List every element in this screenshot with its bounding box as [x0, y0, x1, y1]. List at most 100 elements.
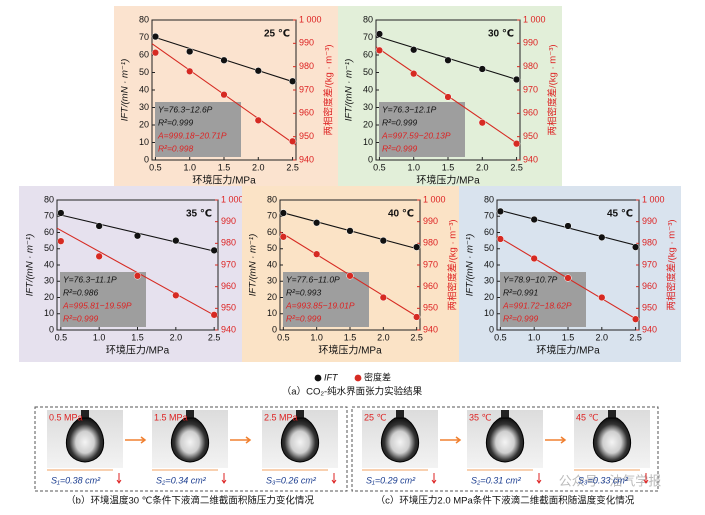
- x-tick-label: 1.0: [407, 162, 420, 172]
- y-tick-label: 80: [267, 194, 277, 204]
- y-tick-label: 50: [267, 243, 277, 253]
- data-point: [186, 67, 194, 75]
- x-tick-label: 1.0: [93, 332, 106, 342]
- x-tick-label: 2.5: [629, 332, 642, 342]
- x-tick-label: 2.5: [208, 332, 221, 342]
- y-tick-label: 80: [363, 14, 373, 24]
- arrow: [545, 436, 567, 444]
- y-tick-label: 40: [484, 259, 494, 269]
- y-tick-label: 20: [44, 292, 54, 302]
- caption-a: （a）CO₂-纯水界面张力实验结果: [282, 386, 423, 398]
- equation: A=999.18−20.71P: [157, 130, 227, 140]
- needle: [296, 410, 304, 418]
- y2-tick-label: 950: [423, 303, 438, 313]
- legend-label: 密度差: [364, 371, 391, 382]
- x-tick-label: 1.0: [183, 162, 196, 172]
- x-tick-label: 0.5: [373, 162, 386, 172]
- x-tick-label: 0.5: [149, 162, 162, 172]
- down-arrow: [643, 473, 649, 484]
- y-tick-label: 70: [484, 211, 494, 221]
- arrow: [440, 436, 462, 444]
- droplet: [486, 417, 524, 463]
- y2-axis-label: 两相密度差/(kg · m⁻³): [447, 219, 459, 310]
- x-tick-label: 2.0: [596, 332, 609, 342]
- data-point: [496, 235, 505, 243]
- y-axis-label: IFT/(mN · m⁻¹): [344, 59, 355, 122]
- data-point: [95, 222, 103, 230]
- y-tick-label: 20: [484, 292, 494, 302]
- y-tick-label: 0: [272, 324, 277, 334]
- y2-tick-label: 970: [221, 259, 236, 269]
- equation: R²=0.986: [63, 287, 98, 297]
- down-arrow: [536, 473, 542, 484]
- legend-marker: [354, 374, 362, 382]
- needle: [81, 410, 89, 418]
- data-point: [220, 91, 228, 99]
- equation-box: [379, 102, 465, 157]
- data-point: [279, 233, 287, 241]
- needle: [501, 410, 509, 418]
- x-tick-label: 1.5: [344, 332, 357, 342]
- data-point: [210, 311, 218, 319]
- condition-label: 1.5 MPa: [154, 412, 188, 422]
- data-point: [631, 243, 640, 251]
- y-tick-label: 0: [368, 154, 373, 164]
- needle: [186, 410, 194, 418]
- y-tick-label: 0: [144, 154, 149, 164]
- area-label: S₁=0.29 cm²: [366, 475, 416, 485]
- equation: R²=0.991: [503, 287, 538, 297]
- x-tick-label: 1.0: [528, 332, 541, 342]
- y2-tick-label: 970: [642, 259, 657, 269]
- data-point: [133, 272, 142, 280]
- y-tick-label: 10: [44, 308, 54, 318]
- x-tick-label: 1.0: [310, 332, 323, 342]
- y-axis-label: IFT/(mN · m⁻¹): [248, 234, 259, 297]
- equation: R²=0.999: [63, 313, 98, 323]
- y2-tick-label: 1 000: [642, 194, 665, 204]
- y-tick-label: 40: [363, 84, 373, 94]
- y2-tick-label: 940: [523, 154, 538, 164]
- panel-c-frame: [351, 406, 659, 492]
- x-tick-label: 1.5: [218, 162, 231, 172]
- y-tick-label: 10: [139, 137, 149, 147]
- y2-tick-label: 990: [523, 38, 538, 48]
- y-tick-label: 20: [139, 119, 149, 129]
- condition-label: 2.5 MPa: [264, 412, 298, 422]
- y-tick-label: 40: [139, 84, 149, 94]
- data-point: [530, 215, 538, 224]
- equation: A=997.59−20.13P: [381, 130, 451, 140]
- data-point: [346, 272, 354, 280]
- needle: [608, 410, 616, 418]
- equation: Y=77.6−11.0P: [286, 274, 340, 284]
- x-axis-label: 环境压力/MPa: [536, 344, 600, 357]
- y-tick-label: 10: [484, 308, 494, 318]
- y2-axis-label: 两相密度差/(kg · m⁻³): [547, 44, 559, 135]
- y-tick-label: 60: [44, 227, 54, 237]
- down-arrow: [331, 473, 337, 484]
- data-point: [631, 315, 640, 323]
- data-point: [598, 233, 606, 242]
- temperature-label: 30 ℃: [488, 29, 514, 40]
- y-tick-label: 60: [484, 227, 494, 237]
- arrow: [125, 436, 147, 444]
- data-point: [512, 75, 521, 84]
- data-point: [375, 46, 384, 54]
- data-point: [254, 67, 262, 75]
- y2-tick-label: 980: [221, 238, 236, 248]
- down-arrow: [116, 473, 122, 484]
- y-tick-label: 70: [363, 32, 373, 42]
- data-point: [564, 274, 572, 282]
- x-tick-label: 0.5: [55, 332, 68, 342]
- data-point: [57, 209, 65, 217]
- y-tick-label: 30: [363, 102, 373, 112]
- equation: Y=76.3−12.6P: [158, 104, 213, 114]
- y-tick-label: 70: [139, 32, 149, 42]
- equation: Y=76.3−12.1P: [382, 104, 437, 114]
- caption-b: （b）环境温度30 ℃条件下液滴二维截面积随压力变化情况: [66, 495, 314, 507]
- data-point: [346, 227, 354, 235]
- y2-tick-label: 970: [299, 84, 314, 94]
- data-point: [210, 246, 218, 255]
- data-point: [57, 237, 65, 245]
- temperature-label: 25 ℃: [264, 29, 290, 40]
- data-point: [410, 46, 418, 54]
